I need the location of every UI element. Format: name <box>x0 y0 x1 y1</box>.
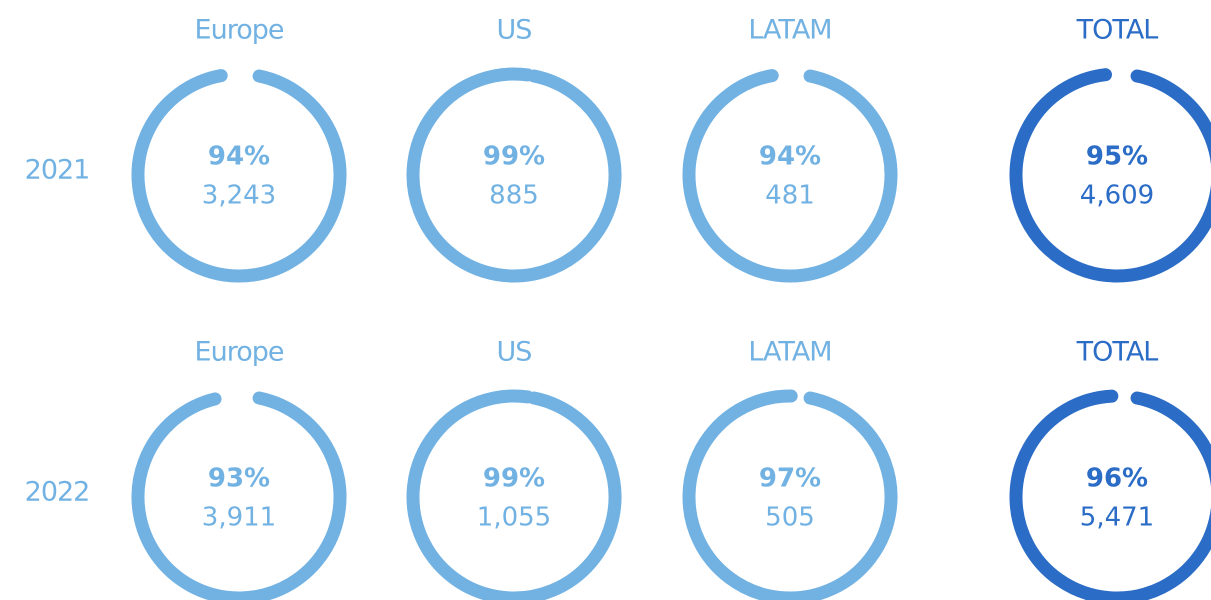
category-label: US <box>497 337 532 368</box>
category-label: LATAM <box>748 337 831 368</box>
ring-arc <box>1009 389 1211 600</box>
percent-label: 99% <box>483 142 545 172</box>
category-label: TOTAL <box>1076 337 1159 368</box>
ring-arc <box>682 69 898 283</box>
percent-label: 94% <box>208 142 270 172</box>
ring-arc <box>406 67 622 283</box>
category-label: LATAM <box>748 15 831 46</box>
percent-label: 95% <box>1086 142 1148 172</box>
count-label: 481 <box>765 181 815 211</box>
ring-arc <box>682 389 898 600</box>
count-label: 885 <box>489 181 539 211</box>
percent-label: 99% <box>483 464 545 494</box>
ring-arc <box>1009 68 1211 283</box>
category-label: Europe <box>195 337 284 368</box>
count-label: 505 <box>765 503 815 533</box>
count-label: 5,471 <box>1080 503 1154 533</box>
count-label: 3,243 <box>202 181 276 211</box>
ring-arc <box>131 391 347 600</box>
year-label: 2022 <box>25 477 90 508</box>
percent-label: 96% <box>1086 464 1148 494</box>
ring-arc <box>131 69 347 283</box>
count-label: 1,055 <box>477 503 551 533</box>
category-label: Europe <box>195 15 284 46</box>
count-label: 3,911 <box>202 503 276 533</box>
category-label: TOTAL <box>1076 15 1159 46</box>
ring-arc <box>406 389 622 600</box>
year-label: 2021 <box>25 155 90 186</box>
category-label: US <box>497 15 532 46</box>
percent-label: 97% <box>759 464 821 494</box>
percent-label: 93% <box>208 464 270 494</box>
percent-label: 94% <box>759 142 821 172</box>
count-label: 4,609 <box>1080 181 1154 211</box>
